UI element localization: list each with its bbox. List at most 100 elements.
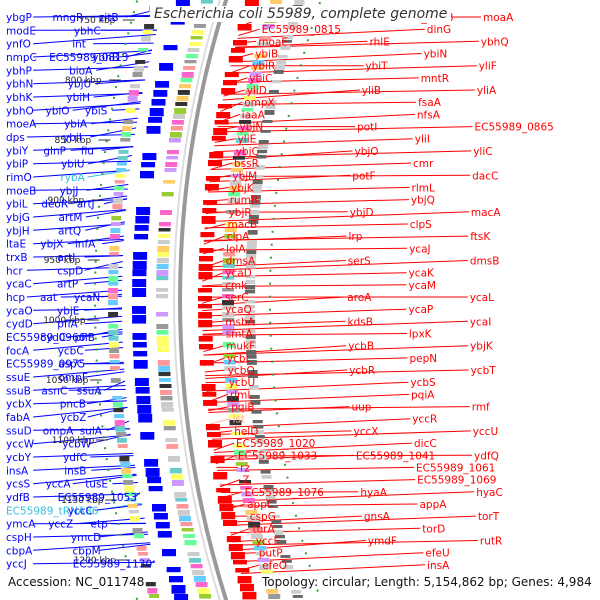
- gc-content-block: [276, 540, 287, 545]
- cog-feature-block: [195, 582, 208, 588]
- gc-content-block: [265, 495, 276, 500]
- cog-feature-block: [110, 222, 121, 227]
- gene-label: insA: [6, 465, 29, 477]
- gene-label: cspH: [6, 532, 32, 544]
- gene-label: ycbT: [471, 365, 497, 377]
- gc-content-block: [257, 455, 268, 460]
- gene-label: ycbX: [6, 399, 32, 411]
- gene-label: kdsB: [348, 316, 373, 328]
- leader-line: [214, 138, 413, 147]
- reverse-strand-feature: [132, 288, 147, 297]
- cog-feature-block: [108, 300, 118, 306]
- gc-content-block: [252, 185, 263, 190]
- leader-line: [202, 333, 224, 335]
- gene-label: yliD: [247, 85, 267, 97]
- forward-strand-feature: [200, 232, 215, 238]
- gene-label: yccU: [473, 426, 498, 438]
- cog-feature-block: [114, 186, 125, 191]
- cog-feature-block: [159, 384, 172, 388]
- gene-label: trxB: [6, 252, 28, 264]
- gene-label: nfsA: [417, 109, 441, 121]
- cog-feature-block: [166, 444, 179, 449]
- cog-feature-block: [176, 504, 189, 509]
- forward-strand-feature: [233, 40, 247, 46]
- gene-label: ompA: [43, 425, 74, 437]
- gene-label: Z: [242, 475, 249, 487]
- leader-line: [33, 79, 146, 85]
- gene-label: ybjK: [470, 341, 494, 353]
- leader-line: [214, 454, 473, 457]
- genome-stats-footer: Topology: circular; Length: 5,154,862 bp…: [262, 575, 592, 589]
- leader-line: [202, 260, 468, 271]
- cog-feature-block: [181, 72, 194, 78]
- gc-content-block: [292, 595, 303, 598]
- leader-line: [216, 126, 473, 133]
- gene-label: aroA: [347, 292, 372, 304]
- gene-label: ycaJ: [409, 243, 431, 255]
- cog-feature-block: [112, 402, 123, 408]
- cog-feature-block: [174, 492, 187, 498]
- cog-feature-block: [112, 396, 123, 400]
- cog-feature-block: [187, 552, 200, 557]
- leader-line: [219, 479, 241, 488]
- cog-feature-block: [141, 564, 151, 568]
- cog-feature-block: [113, 408, 124, 413]
- cog-feature-block: [237, 126, 250, 131]
- cog-feature-block: [268, 594, 281, 599]
- gene-label: ybhN: [6, 79, 33, 91]
- gene-label: ycbR: [349, 365, 375, 377]
- leader-line: [85, 371, 125, 378]
- leader-line: [203, 357, 408, 364]
- cog-feature-block: [115, 174, 126, 178]
- gene-label: ltaE: [6, 239, 26, 251]
- reverse-strand-feature: [134, 225, 149, 231]
- reverse-strand-feature: [169, 576, 183, 583]
- gene-label: infA: [75, 239, 96, 251]
- cog-feature-block: [166, 156, 179, 160]
- forward-strand-feature: [213, 472, 228, 480]
- cog-feature-block: [179, 516, 191, 522]
- cog-feature-block: [180, 78, 193, 83]
- reverse-strand-feature: [147, 477, 162, 484]
- gene-label: ycbQ: [228, 365, 255, 377]
- cog-feature-block: [242, 498, 255, 503]
- gene-label: ybhB: [92, 52, 119, 64]
- accession-label: Accession:: [8, 575, 72, 589]
- cog-feature-block: [161, 408, 174, 412]
- reverse-strand-feature: [155, 81, 170, 88]
- leader-line: [84, 320, 123, 325]
- gc-content-block: [250, 400, 261, 405]
- gene-label: ybiP: [6, 159, 28, 171]
- gene-label: moaE: [258, 36, 288, 48]
- leader-line: [201, 296, 224, 304]
- gc-content-block: [245, 260, 256, 265]
- gene-label: rimO: [6, 172, 32, 184]
- gene-label: EC55989_tRNA86: [6, 505, 99, 517]
- cog-feature-block: [190, 36, 203, 40]
- gene-label: pqiB: [231, 402, 254, 414]
- gc-content-block: [266, 100, 277, 103]
- forward-strand-feature: [201, 216, 216, 224]
- reverse-strand-feature: [163, 45, 178, 51]
- gene-label: tusE: [85, 479, 108, 491]
- gene-label: hcr: [6, 265, 23, 277]
- leader-line: [227, 515, 362, 523]
- gene-label: ybhO: [6, 105, 34, 117]
- leader-line: [238, 28, 260, 36]
- cog-feature-block: [222, 312, 235, 318]
- gene-label: ynfO: [6, 39, 31, 51]
- gc-content-block: [245, 335, 256, 340]
- gc-content-block: [246, 360, 257, 365]
- gene-label: ycaL: [470, 292, 494, 304]
- leader-line: [228, 65, 477, 74]
- gc-content-block: [246, 355, 257, 359]
- reverse-strand-feature: [132, 315, 147, 324]
- gene-label: ybiH: [66, 92, 90, 104]
- genes-value: 4,984: [557, 575, 592, 589]
- reverse-strand-feature: [141, 162, 156, 168]
- forward-strand-feature: [244, 0, 259, 8]
- cog-feature-block: [130, 84, 140, 89]
- gene-label: ybhK: [6, 92, 34, 104]
- gene-label: dps: [6, 132, 25, 144]
- gene-label: artI: [57, 252, 75, 264]
